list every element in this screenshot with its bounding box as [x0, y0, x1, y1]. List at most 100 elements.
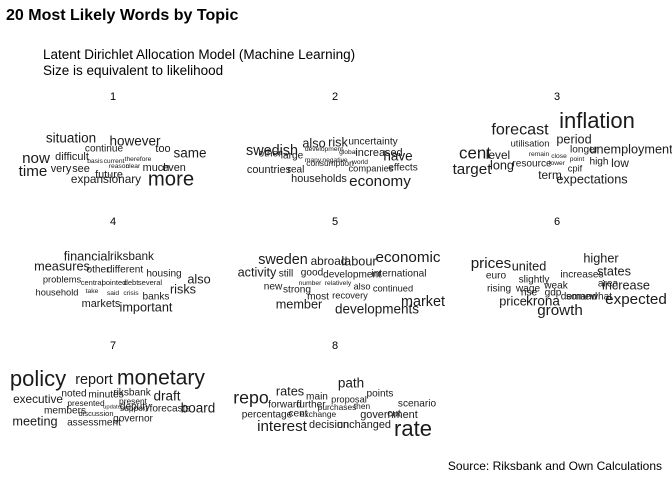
word-topic8-unchanged: unchanged	[337, 419, 391, 431]
word-topic6-wage: wage	[515, 284, 541, 295]
word-topic3-utilisation: utilisation	[511, 138, 550, 148]
word-topic5-activity: activity	[238, 265, 277, 279]
word-topic6-expected: expected	[605, 291, 667, 308]
word-topic2-development: development	[305, 146, 343, 153]
word-topic3-low: low	[611, 156, 629, 170]
word-topic1-situation: situation	[46, 131, 96, 146]
word-topic4-financial: financial	[64, 249, 111, 263]
word-topic4-risks: risks	[170, 282, 196, 296]
word-topic1-too: too	[155, 143, 170, 155]
word-topic5-new: new	[264, 282, 283, 293]
word-topic2-risk: risk	[328, 135, 348, 149]
word-topic7-noted: noted	[61, 389, 86, 400]
word-topic4-also: also	[187, 272, 210, 286]
panel-label-6: 6	[554, 216, 560, 228]
word-topic6-prices: prices	[471, 255, 512, 272]
word-topic4-crisis: crisis	[123, 290, 139, 297]
word-topic1-see: see	[72, 163, 90, 175]
word-topic6-growth: growth	[537, 302, 583, 319]
chart-title: 20 Most Likely Words by Topic	[6, 7, 239, 24]
word-topic1-continue: continue	[85, 144, 124, 155]
word-topic5-also: also	[353, 281, 370, 291]
word-topic8-purchases: purchases	[318, 402, 357, 412]
panel-label-8: 8	[332, 340, 338, 352]
word-topic6-states: states	[597, 264, 631, 278]
word-topic6-rising: rising	[487, 284, 511, 295]
word-topic3-lower: lower	[549, 160, 566, 167]
word-topic2-also: also	[302, 136, 325, 150]
panel-label-3: 3	[554, 91, 560, 103]
word-topic3-close: close	[551, 153, 567, 160]
word-topic4-housing: housing	[146, 269, 181, 280]
word-topic6-increase: increase	[602, 278, 650, 292]
word-topic7-board: board	[181, 401, 216, 416]
word-topic7-discussion: discussion	[78, 409, 113, 418]
word-topic6-area: area	[598, 279, 619, 290]
word-topic1-very: very	[51, 163, 72, 175]
word-topic4-problems: problems	[43, 274, 82, 284]
word-topic2-economy: economy	[349, 173, 411, 190]
word-topic3-target: target	[453, 161, 493, 178]
chart-caption: Source: Riksbank and Own Calculations	[447, 459, 662, 473]
word-topic1-more: more	[148, 168, 194, 190]
word-topic2-swedish: swedish	[246, 143, 298, 159]
word-topic7-members: members	[44, 406, 86, 417]
word-topic4-important: important	[120, 300, 173, 314]
word-topic1-however: however	[109, 134, 161, 149]
word-topic5-still: still	[279, 269, 294, 280]
word-topic8-main: main	[306, 392, 328, 403]
word-topic6-rise: rise	[521, 288, 538, 299]
word-topic3-remain: remain	[529, 151, 550, 158]
panel-label-7: 7	[110, 340, 116, 352]
word-topic6-price: price	[499, 294, 527, 308]
word-topic1-now: now	[22, 150, 50, 167]
word-topic3-inflation: inflation	[559, 108, 635, 133]
word-topic3-forecast: forecast	[491, 120, 549, 138]
word-topic7-forecasts: forecasts	[150, 404, 191, 415]
word-topic2-world: world	[351, 159, 368, 166]
word-topic6-united: united	[512, 259, 547, 273]
word-topic4-debt: debt	[124, 278, 140, 287]
word-topic4-banks: banks	[143, 292, 170, 303]
word-topic7-report: report	[75, 372, 113, 388]
word-topic4-measures: measures	[34, 259, 90, 273]
word-topic1-much: much	[143, 162, 170, 174]
word-topic1-same: same	[173, 146, 206, 161]
word-topic8-cent: cent	[288, 409, 307, 420]
word-topic4-riksbank: riksbank	[110, 249, 154, 263]
word-topic8-decision: decision	[309, 419, 349, 431]
word-topic3-level: level	[486, 148, 510, 162]
word-topic4-take: take	[86, 288, 99, 295]
word-topic7-deputy: deputy	[120, 402, 151, 413]
word-topic6-weak: weak	[543, 281, 569, 292]
word-topic3-cent: cent	[459, 143, 491, 162]
word-topic2-many: many	[305, 157, 322, 164]
word-topic7-policy: policy	[10, 366, 66, 391]
word-topic5-strong: strong	[283, 285, 311, 296]
word-topic8-cut: cut	[387, 409, 401, 420]
word-topic8-rate: rate	[394, 416, 432, 441]
word-topic5-abroad: abroad	[311, 254, 348, 268]
word-topic1-difficult: difficult	[55, 151, 89, 163]
word-topic7-riksbank: riksbank	[113, 388, 152, 399]
word-topic4-central: central	[81, 278, 104, 287]
word-topic4-different: different	[107, 265, 143, 276]
word-topic4-said: said	[107, 290, 120, 297]
word-topic8-rates: rates	[276, 384, 304, 398]
word-topic5-continued: continued	[373, 283, 413, 293]
word-topic5-developments: developments	[335, 302, 419, 317]
word-topic6-higher: higher	[583, 251, 619, 265]
word-topic2-uncertainty: uncertainty	[348, 137, 398, 148]
word-topic2-effects: effects	[388, 163, 418, 174]
word-topic4-pointed: pointed	[102, 278, 127, 287]
word-topic3-longer: longer	[570, 145, 599, 156]
word-topic1-therefore: therefore	[125, 156, 152, 163]
word-topic6-somewhat: somewhat	[566, 292, 612, 303]
word-topic7-assessment: assessment	[67, 418, 121, 429]
panel-label-5: 5	[332, 216, 338, 228]
word-topic4-household: household	[36, 287, 79, 297]
word-topic5-development: development	[323, 270, 381, 281]
panel-label-1: 1	[110, 91, 116, 103]
word-topic4-several: several	[138, 278, 163, 287]
